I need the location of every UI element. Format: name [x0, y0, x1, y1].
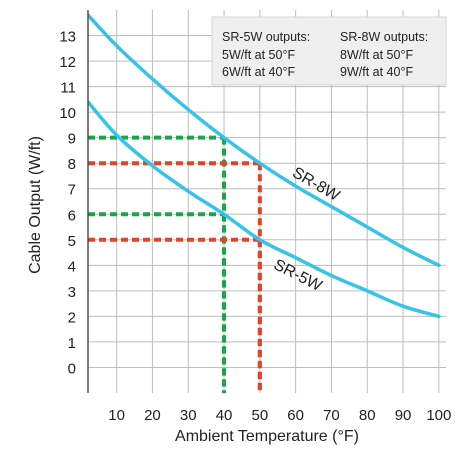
series-line-sr-8w — [88, 13, 441, 268]
x-tick-label: 100 — [426, 407, 451, 424]
y-tick-label: 1 — [68, 335, 76, 352]
y-tick-label: 2 — [68, 309, 76, 326]
series-line-sr-5w — [88, 100, 441, 319]
x-axis-label: Ambient Temperature (°F) — [175, 428, 359, 445]
x-tick-label: 30 — [180, 407, 197, 424]
annotation-header: SR-5W outputs: — [222, 30, 310, 44]
y-axis-label: Cable Output (W/ft) — [27, 136, 44, 274]
annotation-background — [211, 16, 447, 86]
annotation-header: SR-8W outputs: — [340, 30, 428, 44]
y-tick-label: 6 — [68, 207, 76, 224]
x-tick-label: 60 — [287, 407, 304, 424]
x-tick-label: 40 — [216, 407, 233, 424]
y-tick-label: 8 — [68, 156, 76, 173]
reference-lines — [88, 135, 262, 393]
annotation-line: 5W/ft at 50°F — [222, 48, 295, 62]
y-tick-label: 10 — [59, 105, 76, 122]
x-tick-label: 90 — [395, 407, 412, 424]
y-tick-label: 0 — [68, 360, 76, 377]
y-tick-label: 4 — [68, 258, 76, 275]
annotation-box: SR-5W outputs: 5W/ft at 50°F 6W/ft at 40°F… — [211, 16, 447, 86]
y-tick-label: 12 — [59, 54, 76, 71]
x-tick-label: 70 — [323, 407, 340, 424]
y-tick-label: 3 — [68, 284, 76, 301]
y-tick-label: 7 — [68, 182, 76, 199]
x-tick-label: 80 — [359, 407, 376, 424]
y-tick-label: 11 — [60, 80, 76, 97]
y-tick-label: 5 — [68, 233, 76, 250]
annotation-line: 8W/ft at 50°F — [340, 48, 413, 62]
x-tick-labels: 10 20 30 40 50 60 70 80 90 100 — [108, 407, 451, 424]
y-tick-label: 13 — [59, 29, 76, 46]
annotation-line: 6W/ft at 40°F — [222, 65, 295, 79]
x-tick-label: 10 — [108, 407, 125, 424]
annotation-line: 9W/ft at 40°F — [340, 65, 413, 79]
series-curves — [88, 13, 441, 319]
x-tick-label: 20 — [144, 407, 161, 424]
x-tick-label: 50 — [251, 407, 268, 424]
y-tick-label: 9 — [68, 131, 76, 148]
